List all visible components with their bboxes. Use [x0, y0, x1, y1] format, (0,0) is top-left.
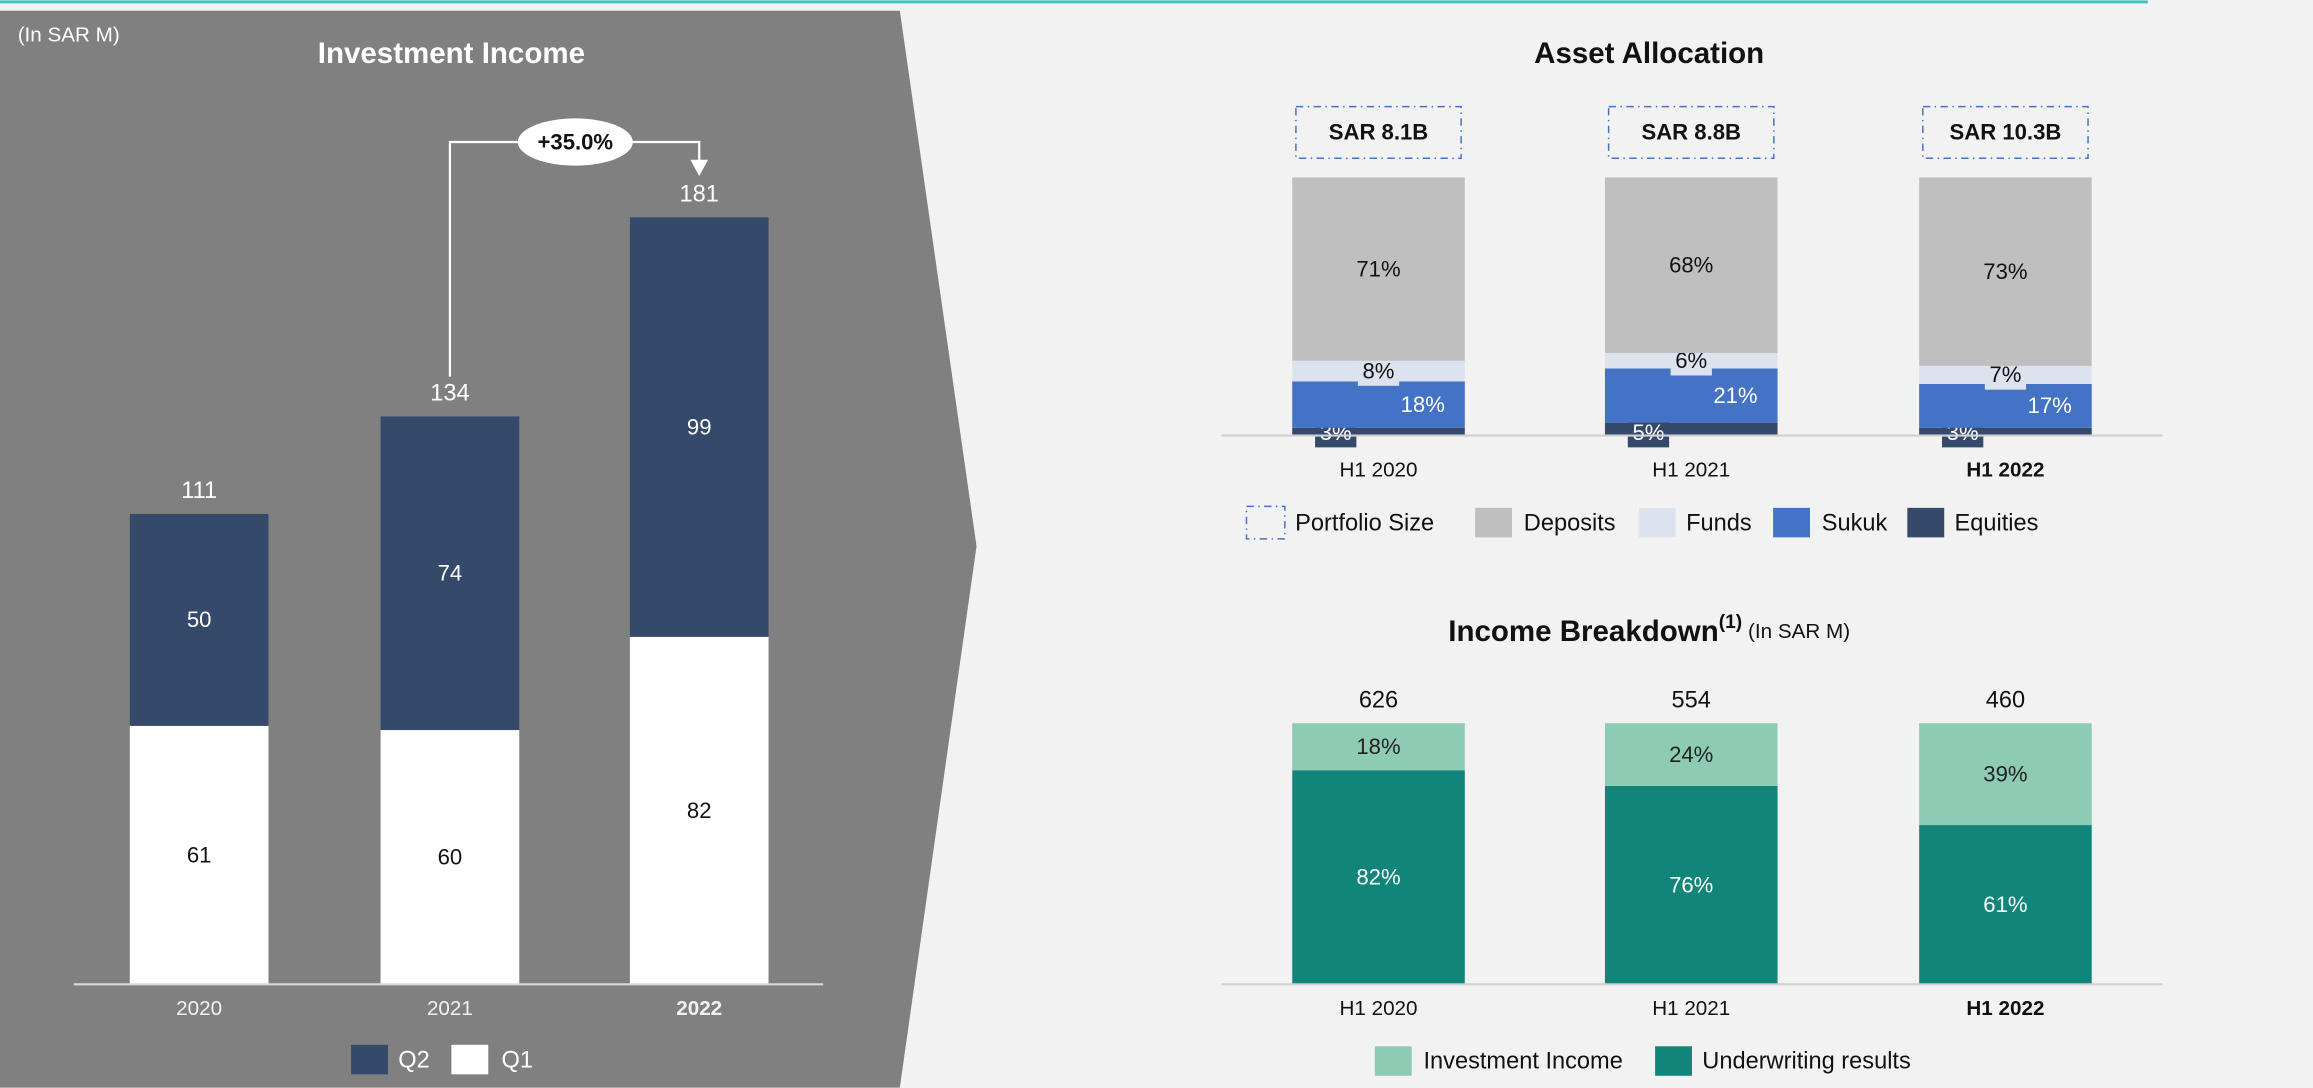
- legend-swatch: [1638, 507, 1676, 538]
- chart-title: Income Breakdown(1) (In SAR M): [1448, 612, 1850, 648]
- bar-segment: [1919, 825, 2092, 985]
- portfolio-label: SAR 8.1B: [1329, 120, 1429, 145]
- subtitle: (In SAR M): [1748, 621, 1850, 644]
- total-label: 554: [1672, 687, 1711, 713]
- total-label: 111: [181, 478, 217, 504]
- data-label: 74: [438, 561, 463, 586]
- bar-segment: [1919, 427, 2092, 436]
- legend-label: Portfolio Size: [1295, 510, 1434, 536]
- legend-label: Deposits: [1524, 510, 1616, 536]
- x-tick-label: H1 2021: [1652, 458, 1730, 481]
- legend-swatch: [1475, 507, 1513, 538]
- label-box: [1627, 417, 1670, 448]
- total-label: 626: [1359, 687, 1398, 713]
- bar-segment: [129, 725, 269, 985]
- bar-segment: [1604, 368, 1778, 423]
- legend-label: Q1: [502, 1047, 533, 1073]
- legend-swatch: [1655, 1046, 1692, 1076]
- bar-segment: [1919, 723, 2092, 826]
- legend-label: Q2: [398, 1047, 429, 1073]
- data-label: 68%: [1669, 253, 1713, 278]
- data-label: 21%: [1713, 383, 1757, 408]
- bar-segment: [380, 730, 520, 985]
- x-tick-label: H1 2022: [1966, 997, 2044, 1020]
- chart-title: Investment Income: [318, 37, 585, 70]
- portfolio-box: [1295, 105, 1462, 159]
- data-label: 61: [187, 842, 212, 867]
- x-tick-label: H1 2020: [1339, 458, 1417, 481]
- portfolio-label: SAR 8.8B: [1641, 120, 1741, 145]
- bar-segment: [1292, 381, 1465, 428]
- arrow-head: [690, 159, 709, 176]
- bar-segment: [1292, 177, 1465, 361]
- data-label: 99: [687, 414, 712, 439]
- portfolio-box: [1607, 105, 1775, 159]
- legend-swatch: [1907, 507, 1945, 538]
- data-label: 18%: [1356, 734, 1400, 759]
- legend-swatch: [451, 1044, 489, 1075]
- title-superscript: (1): [1719, 612, 1742, 633]
- data-label: 73%: [1983, 259, 2027, 284]
- bar-segment: [1604, 177, 1778, 353]
- data-label: 82%: [1356, 865, 1400, 890]
- bar-segment: [1604, 785, 1778, 985]
- x-tick-label: H1 2022: [1966, 458, 2044, 481]
- bar-segment: [129, 513, 269, 726]
- data-label: 39%: [1983, 761, 2027, 786]
- legend-swatch: [1245, 505, 1286, 540]
- x-tick-label: H1 2020: [1339, 997, 1417, 1020]
- data-label: 8%: [1363, 358, 1395, 383]
- portfolio-label: SAR 10.3B: [1950, 120, 2062, 145]
- legend-swatch: [1374, 1046, 1412, 1076]
- bar-segment: [1919, 177, 2092, 366]
- data-label: 7%: [1989, 362, 2021, 387]
- bar-segment: [380, 416, 520, 731]
- annotation-bubble: [517, 118, 633, 166]
- bar-segment: [629, 217, 769, 637]
- legend-label: Investment Income: [1423, 1049, 1622, 1075]
- unit-label: (In SAR M): [18, 23, 120, 46]
- bar-segment: [1604, 723, 1778, 786]
- data-label: 50: [187, 607, 212, 632]
- bar-segment: [629, 636, 769, 985]
- data-label: 71%: [1356, 256, 1400, 281]
- portfolio-box: [1922, 105, 2089, 159]
- chart-title: Asset Allocation: [1534, 37, 1764, 70]
- legend-label: Underwriting results: [1702, 1049, 1911, 1075]
- top-rule: [0, 0, 2148, 4]
- total-label: 134: [430, 381, 469, 407]
- bar-segment: [1292, 427, 1465, 436]
- bar-segment: [1919, 383, 2092, 428]
- label-box: [1357, 356, 1400, 386]
- data-label: 24%: [1669, 742, 1713, 767]
- legend-swatch: [1773, 507, 1810, 538]
- data-label: 18%: [1401, 392, 1445, 417]
- legend-label: Equities: [1955, 510, 2039, 536]
- data-label: 61%: [1983, 892, 2027, 917]
- total-label: 460: [1986, 687, 2025, 713]
- legend-label: Sukuk: [1822, 510, 1888, 536]
- data-label: 5%: [1632, 420, 1664, 445]
- data-label: 82: [687, 798, 712, 823]
- data-label: 76%: [1669, 872, 1713, 897]
- x-tick-label: 2020: [176, 997, 222, 1020]
- data-label: 17%: [2028, 393, 2072, 418]
- legend-swatch: [351, 1044, 388, 1075]
- total-label: 181: [680, 181, 719, 207]
- bar-segment: [1292, 723, 1465, 771]
- legend-label: Funds: [1686, 510, 1752, 536]
- title-main: Income Breakdown: [1448, 615, 1718, 648]
- data-label: 60: [438, 845, 463, 870]
- x-tick-label: H1 2021: [1652, 997, 1730, 1020]
- x-tick-label: 2022: [676, 997, 722, 1020]
- annotation: +35.0%: [537, 129, 613, 154]
- bar-segment: [1292, 770, 1465, 985]
- x-tick-label: 2021: [427, 997, 473, 1020]
